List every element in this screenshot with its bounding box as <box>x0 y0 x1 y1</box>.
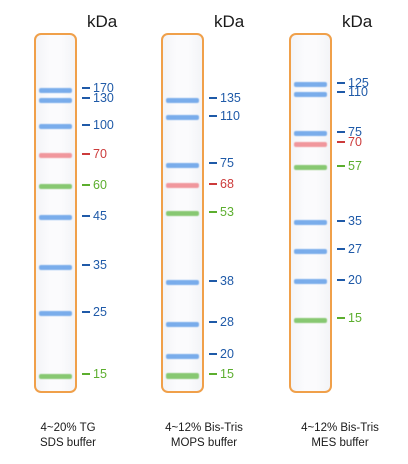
marker-band <box>39 153 72 159</box>
unit-label: kDa <box>87 12 118 31</box>
marker-tick <box>337 81 345 84</box>
marker-tick <box>209 162 217 165</box>
marker-tick <box>82 310 90 313</box>
marker-tick <box>337 278 345 281</box>
marker-band <box>294 131 327 137</box>
marker-band <box>294 220 327 226</box>
marker-band <box>39 311 72 317</box>
marker-tick <box>209 279 217 282</box>
marker-tick <box>82 264 90 267</box>
marker-tick <box>209 182 217 185</box>
marker-tick <box>82 87 90 90</box>
marker-tick <box>209 97 217 100</box>
marker-mw-label: 20 <box>348 272 362 287</box>
unit-label: kDa <box>342 12 373 31</box>
marker-tick <box>82 152 90 155</box>
marker-mw-label: 15 <box>348 311 362 326</box>
marker-mw-label: 60 <box>93 177 107 192</box>
marker-mw-label: 15 <box>93 367 107 382</box>
marker-tick <box>82 183 90 186</box>
ladder-panel-3: kDa 125 110 75 70 57 35 27 20 15 4~12% Bis-Tris MES… <box>272 0 408 464</box>
marker-band <box>294 141 327 147</box>
marker-band <box>39 184 72 190</box>
marker-band <box>39 373 72 379</box>
marker-band <box>166 97 199 103</box>
marker-tick <box>209 373 217 376</box>
marker-band <box>39 97 72 103</box>
marker-tick <box>82 123 90 126</box>
marker-mw-label: 20 <box>220 347 234 362</box>
unit-label: kDa <box>214 12 245 31</box>
ladder-caption: 4~20% TG SDS buffer <box>0 421 136 451</box>
marker-mw-label: 100 <box>93 117 114 132</box>
marker-band <box>166 353 199 359</box>
marker-tick <box>82 97 90 100</box>
marker-band <box>39 264 72 270</box>
marker-mw-label: 53 <box>220 204 234 219</box>
marker-band <box>166 183 199 189</box>
marker-band <box>294 165 327 171</box>
marker-mw-label: 28 <box>220 315 234 330</box>
marker-tick <box>337 219 345 222</box>
gel-lane <box>161 33 204 393</box>
marker-tick <box>337 317 345 320</box>
marker-mw-label: 135 <box>220 91 241 106</box>
marker-tick <box>337 164 345 167</box>
gel-lane <box>289 33 332 393</box>
marker-mw-label: 130 <box>93 91 114 106</box>
caption-line: SDS buffer <box>39 437 97 449</box>
caption-line: 4~20% TG <box>40 422 96 434</box>
marker-mw-label: 110 <box>220 108 240 123</box>
caption-line: 4~12% Bis-Tris <box>165 422 243 434</box>
marker-band <box>166 162 199 168</box>
marker-band <box>39 124 72 130</box>
marker-tick <box>337 130 345 133</box>
marker-mw-label: 38 <box>220 273 234 288</box>
marker-mw-label: 57 <box>348 158 362 173</box>
caption-line: MOPS buffer <box>170 437 238 449</box>
marker-band <box>294 91 327 97</box>
marker-tick <box>337 91 345 94</box>
marker-band <box>166 115 199 121</box>
marker-mw-label: 170 <box>93 81 114 96</box>
marker-mw-label: 70 <box>93 146 107 161</box>
marker-mw-label: 75 <box>220 156 234 171</box>
marker-mw-label: 70 <box>348 135 362 150</box>
marker-band <box>294 248 327 254</box>
ladder-caption: 4~12% Bis-Tris MOPS buffer <box>136 421 272 451</box>
marker-band <box>166 373 199 380</box>
marker-band <box>166 211 199 217</box>
marker-tick <box>209 321 217 324</box>
marker-tick <box>209 353 217 356</box>
marker-mw-label: 35 <box>348 213 362 228</box>
marker-band <box>294 317 327 323</box>
ladder-caption: 4~12% Bis-Tris MES buffer <box>272 421 408 451</box>
marker-mw-label: 110 <box>348 85 368 100</box>
marker-tick <box>337 248 345 251</box>
marker-band <box>166 280 199 286</box>
marker-tick <box>209 210 217 213</box>
marker-mw-label: 35 <box>93 258 107 273</box>
marker-band <box>294 279 327 285</box>
marker-band <box>294 82 327 88</box>
ladder-panel-1: kDa 170 130 100 70 60 45 35 25 15 4~20% TG SDS buff… <box>0 0 136 464</box>
marker-mw-label: 125 <box>348 75 369 90</box>
marker-band <box>166 321 199 327</box>
caption-line: 4~12% Bis-Tris <box>301 422 379 434</box>
marker-mw-label: 45 <box>93 208 107 223</box>
marker-mw-label: 27 <box>348 242 362 257</box>
caption-line: MES buffer <box>311 437 369 449</box>
marker-mw-label: 68 <box>220 176 234 191</box>
marker-band <box>39 87 72 93</box>
marker-mw-label: 75 <box>348 124 362 139</box>
marker-mw-label: 25 <box>93 304 107 319</box>
marker-band <box>39 215 72 221</box>
marker-tick <box>82 214 90 217</box>
marker-tick <box>209 114 217 117</box>
marker-tick <box>82 373 90 376</box>
ladder-panel-2: kDa 135 110 75 68 53 38 28 20 15 4~12% Bis-Tris MOP… <box>136 0 272 464</box>
gel-lane <box>34 33 77 393</box>
marker-mw-label: 15 <box>220 367 234 382</box>
marker-tick <box>337 141 345 144</box>
